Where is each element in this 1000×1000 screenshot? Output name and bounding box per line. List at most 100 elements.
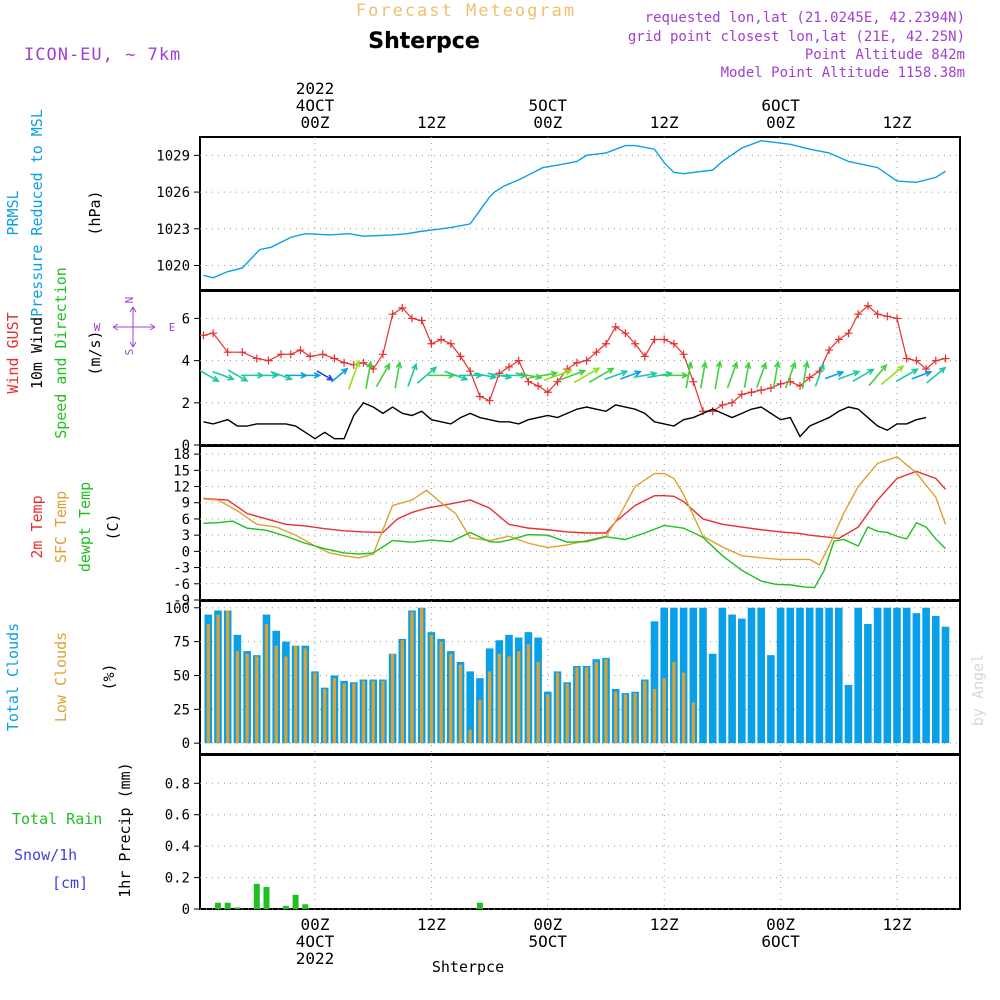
gust-marker (318, 350, 327, 359)
low-cloud-bar (284, 656, 288, 744)
wind-arrow-icon (880, 365, 905, 386)
low-cloud-bar (294, 645, 298, 744)
compass-west: W (94, 321, 101, 334)
gust-marker (883, 312, 892, 321)
gust-marker (485, 396, 494, 405)
clouds-data (204, 607, 950, 744)
wind-arrow-icon (365, 360, 374, 389)
wind-arrow-icon (444, 370, 469, 381)
precip-ytick-label: 0.6 (165, 808, 190, 824)
gust-marker (873, 310, 882, 319)
gust-marker (640, 352, 649, 361)
gust-marker (747, 388, 756, 397)
compass-north: N (123, 297, 136, 304)
total-cloud-bar (728, 614, 736, 744)
pressure-axis-label: Pressure Reduced to MSL (28, 109, 46, 317)
gust-marker (369, 365, 378, 374)
total-cloud-bar (893, 607, 901, 744)
low-cloud-bar (643, 680, 647, 744)
location-title: Shterpce (368, 29, 480, 54)
top-time-label: 12Z (650, 113, 679, 132)
total-cloud-bar (873, 607, 882, 744)
bottom-time-label: 2022 (296, 949, 335, 968)
low-cloud-bar (400, 640, 404, 744)
rain-bar (263, 887, 270, 909)
gust-marker (524, 377, 533, 386)
chart-title: Forecast Meteogram (356, 1, 576, 21)
temperature-ytick-label: -3 (173, 561, 190, 577)
low-cloud-bar (594, 661, 598, 744)
clouds-ytick-label: 100 (165, 601, 190, 617)
gust-marker (408, 314, 416, 323)
low-cloud-bar (264, 624, 269, 744)
total-cloud-bar (738, 618, 746, 744)
gust-marker (650, 335, 659, 344)
temperature-ytick-label: 15 (173, 463, 190, 479)
wind-arrow-icon (911, 370, 933, 380)
low-cloud-bar (691, 702, 695, 744)
pressure-panel: 1020 1023 1026 1029 PRMSL Pressure Reduced to… (4, 109, 961, 317)
rain-bar (282, 905, 289, 909)
wind-arrow-icon (416, 366, 438, 384)
gust-marker (941, 354, 950, 363)
temperature-axis-label: 2m Temp (28, 495, 46, 558)
compass-south: S (123, 349, 136, 356)
series-line-sfc-temp (203, 456, 947, 566)
low-cloud-bar (497, 653, 501, 744)
pressure-axis-label: PRMSL (4, 190, 22, 235)
precip-ytick-label: 0.2 (165, 871, 190, 887)
precip-data (215, 883, 483, 909)
gust-marker (757, 386, 766, 395)
wind-compass-icon: N W E S (94, 297, 176, 356)
low-cloud-bar (449, 653, 453, 744)
snow-label: Snow/1h (14, 846, 77, 864)
temperature-ytick-label: -9 (173, 593, 190, 609)
wind-arrow-icon (801, 360, 810, 389)
low-cloud-bar (672, 661, 676, 744)
series-line-dewpt-temp (203, 520, 946, 589)
gust-marker (437, 335, 446, 344)
gust-marker (388, 310, 397, 319)
low-cloud-bar (235, 651, 239, 744)
gust-marker (825, 346, 834, 355)
gust-marker (398, 303, 407, 312)
pressure-ytick-label: 1029 (156, 148, 190, 164)
precip-frame (199, 754, 961, 910)
wind-ytick-label: 4 (182, 354, 190, 370)
wind-arrow-icon (852, 368, 875, 382)
gust-marker (854, 310, 863, 319)
precip-panel: 0 0.2 0.4 0.6 0.8 1hr Precip (mm) Total Rain Sn… (12, 754, 961, 918)
low-cloud-bar (352, 683, 356, 744)
total-cloud-bar (660, 607, 668, 744)
gust-marker (863, 301, 872, 310)
grid-point-coords: grid point closest lon,lat (21E, 42.25N) (628, 29, 965, 45)
total-cloud-bar (922, 607, 930, 744)
total-cloud-bar (835, 607, 843, 744)
low-cloud-bar (652, 689, 657, 744)
wind-arrow-icon (895, 368, 919, 383)
bottom-time-label: 4OCT (296, 932, 335, 951)
gust-marker (514, 356, 523, 365)
low-cloud-bar (526, 644, 530, 744)
pressure-data (203, 139, 946, 279)
rain-bar (292, 894, 299, 909)
total-cloud-bar (932, 615, 940, 744)
gust-marker (200, 331, 208, 340)
total-cloud-bar (815, 607, 824, 744)
bottom-time-label: 12Z (417, 915, 446, 934)
total-cloud-bar (708, 653, 717, 744)
wind-arrow-icon (604, 369, 629, 381)
top-time-label: 6OCT (761, 96, 800, 115)
gust-marker (931, 356, 940, 365)
total-cloud-bar (844, 684, 853, 744)
low-cloud-bar (478, 699, 482, 744)
gust-marker (378, 350, 387, 359)
low-cloud-bar (575, 667, 579, 744)
wind-arrow-icon (407, 362, 418, 387)
gust-marker (417, 316, 426, 325)
temperature-ytick-label: 12 (173, 480, 190, 496)
wind-panel: 0 2 4 6 Wind GUST 10m Wind Speed and Direction… (4, 267, 961, 454)
wind-ytick-label: 6 (182, 311, 190, 327)
